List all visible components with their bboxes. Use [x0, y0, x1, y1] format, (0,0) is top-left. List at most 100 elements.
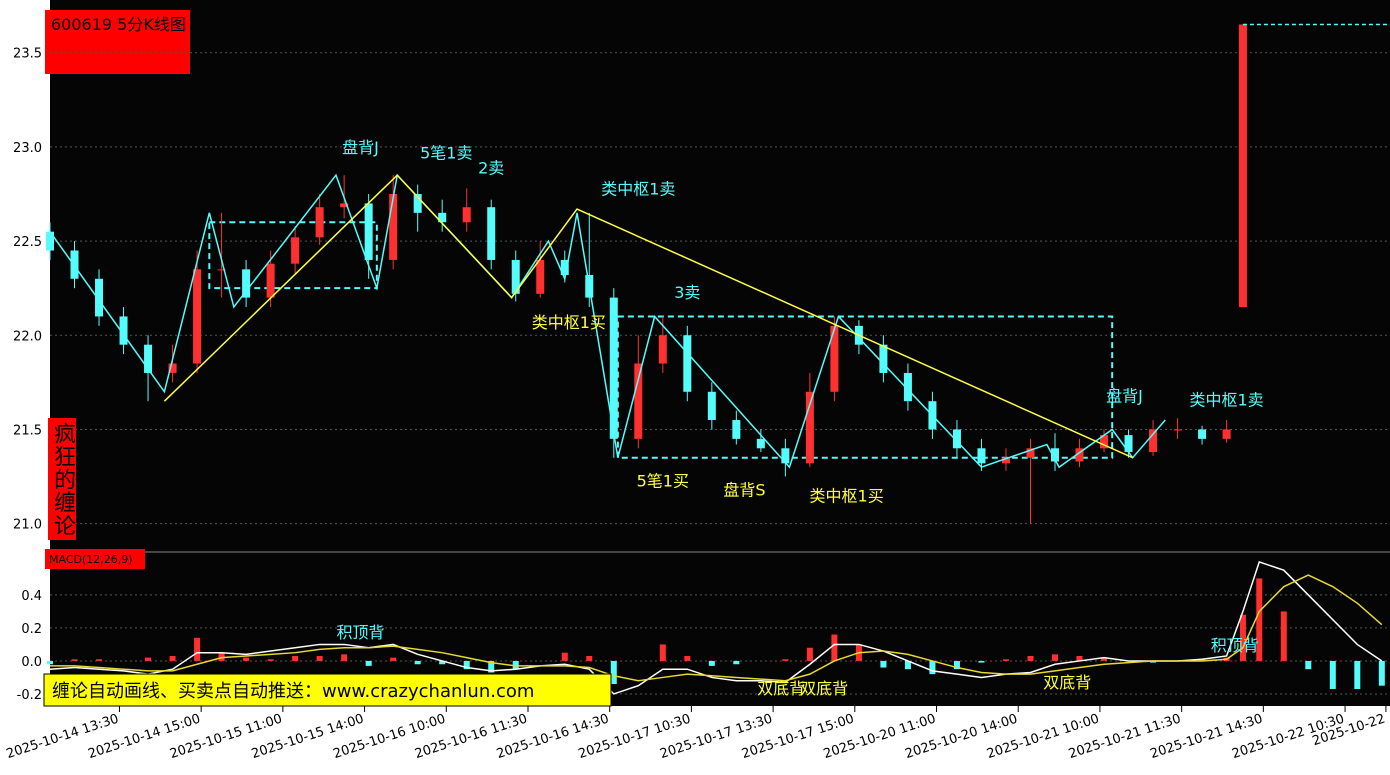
- candle-body: [217, 269, 226, 271]
- candle-body: [1051, 448, 1059, 462]
- candle-body: [732, 420, 741, 439]
- macd-title: MACD(12,26,9): [49, 553, 133, 566]
- annotation: 类中枢1卖: [1189, 390, 1263, 409]
- macd-bar: [610, 660, 617, 685]
- candle-body: [781, 448, 790, 464]
- macd-bar: [341, 654, 348, 661]
- title-box: [45, 10, 190, 74]
- candle-body: [536, 259, 545, 294]
- candle-body: [658, 335, 667, 364]
- annotation: 积顶背: [336, 623, 384, 642]
- candle-body: [266, 263, 275, 298]
- y-tick-label: 22.0: [13, 329, 42, 344]
- macd-bar: [488, 660, 495, 673]
- candle-body: [462, 207, 471, 223]
- candle-body: [291, 237, 300, 264]
- candle-body: [315, 207, 324, 238]
- y-tick-label: 23.5: [13, 47, 42, 62]
- macd-title-box: [45, 549, 145, 569]
- candle-body: [193, 269, 202, 364]
- candle-body: [242, 269, 251, 298]
- candle-body: [1124, 435, 1133, 453]
- annotation: 类中枢1卖: [601, 179, 675, 198]
- macd-bar: [586, 655, 593, 661]
- candle-body: [952, 429, 961, 449]
- macd-bar: [96, 659, 103, 661]
- macd-bar: [1239, 614, 1246, 661]
- macd-bar: [1378, 660, 1385, 686]
- candle-body: [389, 194, 398, 260]
- y-tick-label: 0.2: [21, 622, 42, 637]
- y-tick-label: 21.0: [13, 518, 42, 533]
- candle-body: [340, 203, 349, 208]
- y-tick-label: 21.5: [13, 423, 42, 438]
- macd-bar: [806, 647, 813, 661]
- candle-body: [413, 194, 422, 213]
- y-tick-label: 23.0: [13, 141, 42, 156]
- macd-bar: [292, 655, 299, 661]
- banner: 缠论自动画线、买卖点自动推送：www.crazychanlun.com: [52, 681, 534, 702]
- side-label: 疯狂的缠论: [48, 418, 76, 540]
- macd-bar: [169, 655, 176, 661]
- macd-line: [50, 574, 1383, 682]
- candle-body: [879, 344, 888, 373]
- annotation: 双底背: [800, 679, 848, 698]
- macd-bar: [831, 634, 838, 661]
- macd-bar: [953, 660, 960, 670]
- macd-bar: [1329, 660, 1336, 689]
- macd-bar: [414, 660, 421, 665]
- chart-title: 600619 5分K线图: [51, 15, 186, 34]
- macd-bar: [512, 660, 519, 670]
- stroke-line: [163, 174, 1133, 459]
- macd-bar: [243, 657, 250, 661]
- macd-bar: [561, 652, 568, 661]
- macd-bar: [365, 660, 372, 666]
- candle-body: [805, 391, 814, 464]
- banner-box: [43, 673, 612, 707]
- candle-body: [560, 259, 569, 275]
- annotation: 2卖: [478, 159, 504, 178]
- candle-body: [438, 212, 447, 223]
- macd-bar: [194, 637, 201, 661]
- macd-bar: [1101, 657, 1108, 661]
- candle-body: [487, 207, 496, 260]
- candle-body: [707, 391, 716, 421]
- candle-body: [756, 438, 765, 449]
- candle-body: [683, 335, 692, 392]
- annotation: 盘背J: [342, 138, 379, 157]
- macd-bar: [1280, 611, 1287, 661]
- macd-bar: [929, 660, 936, 675]
- y-tick-label: 0.4: [21, 589, 42, 604]
- macd-bar: [145, 657, 152, 661]
- candle-body: [511, 259, 520, 294]
- macd-bar: [267, 659, 274, 661]
- candle-body: [609, 297, 618, 439]
- annotation: 类中枢1买: [810, 486, 884, 505]
- annotation: 类中枢1买: [532, 313, 606, 332]
- candle-body: [1198, 429, 1207, 439]
- annotation: 积顶背: [1211, 636, 1259, 655]
- macd-bar: [218, 652, 225, 661]
- zhongshu-box: [208, 221, 378, 290]
- macd-bar: [782, 659, 789, 661]
- plot-background: [50, 0, 1390, 706]
- candle-body: [1100, 435, 1109, 449]
- candle-body: [1026, 448, 1035, 458]
- macd-bar: [390, 657, 397, 661]
- annotation: 双底背: [757, 679, 805, 698]
- annotation: 3卖: [674, 283, 700, 302]
- candle-body: [364, 203, 373, 260]
- stroke-line: [49, 173, 1166, 469]
- macd-bar: [1002, 659, 1009, 661]
- macd-bar: [733, 660, 740, 665]
- candle-body: [1238, 24, 1247, 308]
- y-tick-label: -0.2: [17, 688, 42, 703]
- macd-bar: [1150, 660, 1157, 663]
- macd-bar: [316, 655, 323, 661]
- zhongshu-box: [616, 315, 1114, 459]
- annotation: 盘背J: [1106, 387, 1143, 406]
- candle-body: [830, 325, 839, 392]
- annotation: 盘背S: [723, 481, 765, 500]
- candle-body: [1075, 448, 1084, 462]
- macd-bar: [1199, 659, 1206, 661]
